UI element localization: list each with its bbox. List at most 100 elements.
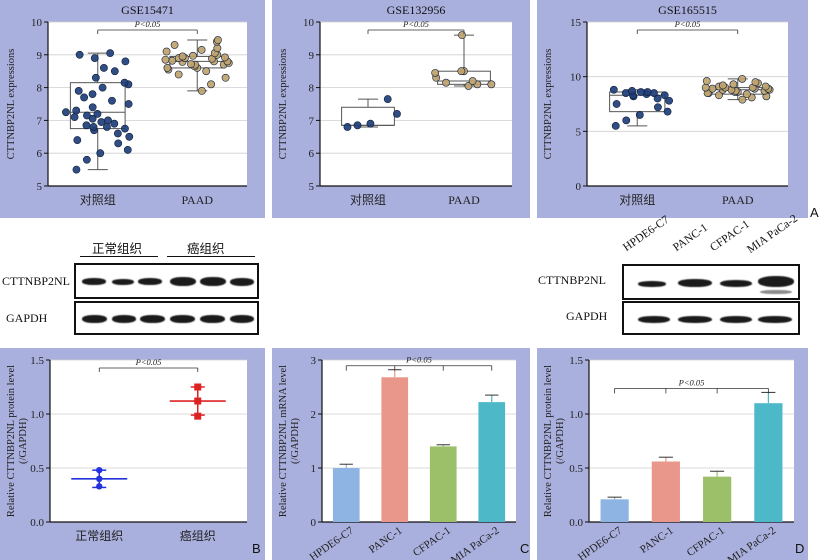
- data-point: [96, 483, 103, 490]
- chart-gse165515: 0 5 10 15 CTTNBP2NL expressions GSE165515 对照组 P…: [543, 3, 788, 207]
- blot-lane-cfpac1: CFPAC-1: [708, 218, 752, 254]
- blot-group-normal: 正常组织: [92, 242, 143, 256]
- band: [170, 277, 196, 286]
- chart-protein-tissue: 0.0 0.5 1.0 1.5 Relative CTTNBP2NL protein l…: [6, 355, 247, 543]
- band: [112, 279, 134, 285]
- data-point: [612, 100, 621, 108]
- data-point: [665, 96, 673, 105]
- data-point: [654, 103, 662, 112]
- band: [82, 315, 107, 323]
- band: [760, 290, 792, 294]
- bar: [754, 403, 783, 522]
- significance-label: P<0.05: [678, 377, 705, 387]
- blot-lane-panc1: PANC-1: [671, 221, 711, 254]
- data-point: [83, 111, 91, 120]
- chart-mrna-cells: 0 1 2 3 Relative CTTNBP2NL mRNA level (/GAPDH…: [278, 355, 516, 560]
- data-point: [100, 64, 108, 72]
- data-point: [161, 55, 170, 64]
- band: [170, 315, 195, 323]
- band: [230, 315, 254, 323]
- data-point: [72, 165, 81, 174]
- western-blot-cells: HPDE6-C7 PANC-1 CFPAC-1 MIA PaCa-2 CTTNB…: [530, 213, 820, 340]
- data-point: [91, 73, 100, 82]
- data-point: [110, 119, 119, 128]
- plot-area: [320, 22, 512, 186]
- data-point: [719, 81, 727, 90]
- bar: [332, 468, 360, 522]
- bar: [651, 461, 680, 522]
- blot-strip-gapdh: [74, 301, 259, 335]
- x-tick-label: PANC-1: [367, 525, 405, 556]
- data-point: [214, 36, 222, 44]
- data-point: [80, 93, 89, 102]
- band: [720, 280, 752, 287]
- y-tick-label: 5: [37, 181, 43, 193]
- y-tick-label: 15: [570, 17, 582, 29]
- data-point: [124, 100, 133, 108]
- data-point: [123, 146, 132, 154]
- blot-strip-cttnbp2nl: [74, 263, 259, 299]
- data-point: [708, 84, 717, 93]
- y-tick-label: 0.0: [569, 517, 583, 529]
- data-point: [751, 78, 760, 87]
- data-point: [108, 96, 116, 105]
- data-point: [103, 123, 111, 131]
- data-point: [729, 80, 738, 89]
- y-tick-label: 7: [37, 115, 43, 127]
- x-tick-label: PAAD: [181, 193, 213, 207]
- data-point: [487, 80, 496, 89]
- data-point: [106, 49, 115, 58]
- data-point: [701, 83, 710, 92]
- y-tick-label: 9: [309, 50, 315, 62]
- y-tick-label: 6: [37, 148, 43, 160]
- data-point: [202, 67, 211, 76]
- y-tick-label: 0.0: [30, 517, 44, 529]
- data-point: [104, 116, 112, 125]
- y-axis-label: Relative CTTNBP2NL mRNA level: [278, 365, 289, 517]
- panel-mrna-cells: 0 1 2 3 Relative CTTNBP2NL mRNA level (/GAPDH…: [272, 348, 530, 560]
- x-tick-label: 对照组: [619, 193, 655, 207]
- data-point: [74, 86, 83, 95]
- data-point: [628, 86, 636, 95]
- x-tick-label: HPDE6-C7: [308, 524, 357, 560]
- data-point: [174, 70, 183, 79]
- y-tick-label: 1: [311, 463, 317, 475]
- figure-letter-a: A: [810, 205, 819, 220]
- y-tick-label: 7: [309, 115, 315, 127]
- data-point: [715, 91, 723, 100]
- data-point: [742, 90, 751, 99]
- bar: [381, 377, 409, 522]
- x-tick-label: 对照组: [80, 193, 116, 207]
- band: [112, 315, 136, 323]
- band: [138, 278, 162, 285]
- significance-label: P<0.05: [134, 19, 161, 29]
- band: [638, 281, 666, 287]
- data-point: [93, 109, 102, 118]
- data-point: [650, 89, 658, 97]
- y-axis-label: CTTNBP2NL expressions: [543, 49, 554, 160]
- data-point: [110, 67, 119, 76]
- blot-lane-mia: MIA PaCa-2: [745, 212, 800, 256]
- chart-protein-cells: 0.0 0.5 1.0 1.5 Relative CTTNBP2NL protein l…: [543, 355, 794, 560]
- data-point: [207, 80, 215, 89]
- data-point: [121, 57, 130, 66]
- panel-gse132956: 5 6 7 8 9 10 CTTNBP2NL expressions GSE132956 对照组…: [272, 0, 530, 218]
- y-axis-label: CTTNBP2NL expressions: [278, 49, 289, 160]
- data-point: [194, 383, 202, 391]
- blot-row-gapdh-cells: GAPDH: [566, 309, 608, 323]
- y-axis-label: (/GAPDH): [290, 417, 301, 464]
- panel-gse165515: 0 5 10 15 CTTNBP2NL expressions GSE165515 对照组 P…: [537, 0, 808, 218]
- y-tick-label: 1.5: [569, 355, 583, 367]
- data-point: [609, 85, 618, 94]
- significance-label: P<0.05: [405, 355, 432, 365]
- data-point: [62, 108, 70, 117]
- data-point: [162, 47, 171, 56]
- significance-label: P<0.05: [402, 19, 429, 29]
- x-tick-label: PAAD: [448, 193, 480, 207]
- data-point: [197, 86, 206, 95]
- figure-letter-d: D: [795, 541, 805, 556]
- data-point: [702, 77, 711, 85]
- y-tick-label: 10: [570, 72, 582, 84]
- x-tick-label: CFPAC-1: [685, 525, 727, 560]
- band: [678, 316, 712, 323]
